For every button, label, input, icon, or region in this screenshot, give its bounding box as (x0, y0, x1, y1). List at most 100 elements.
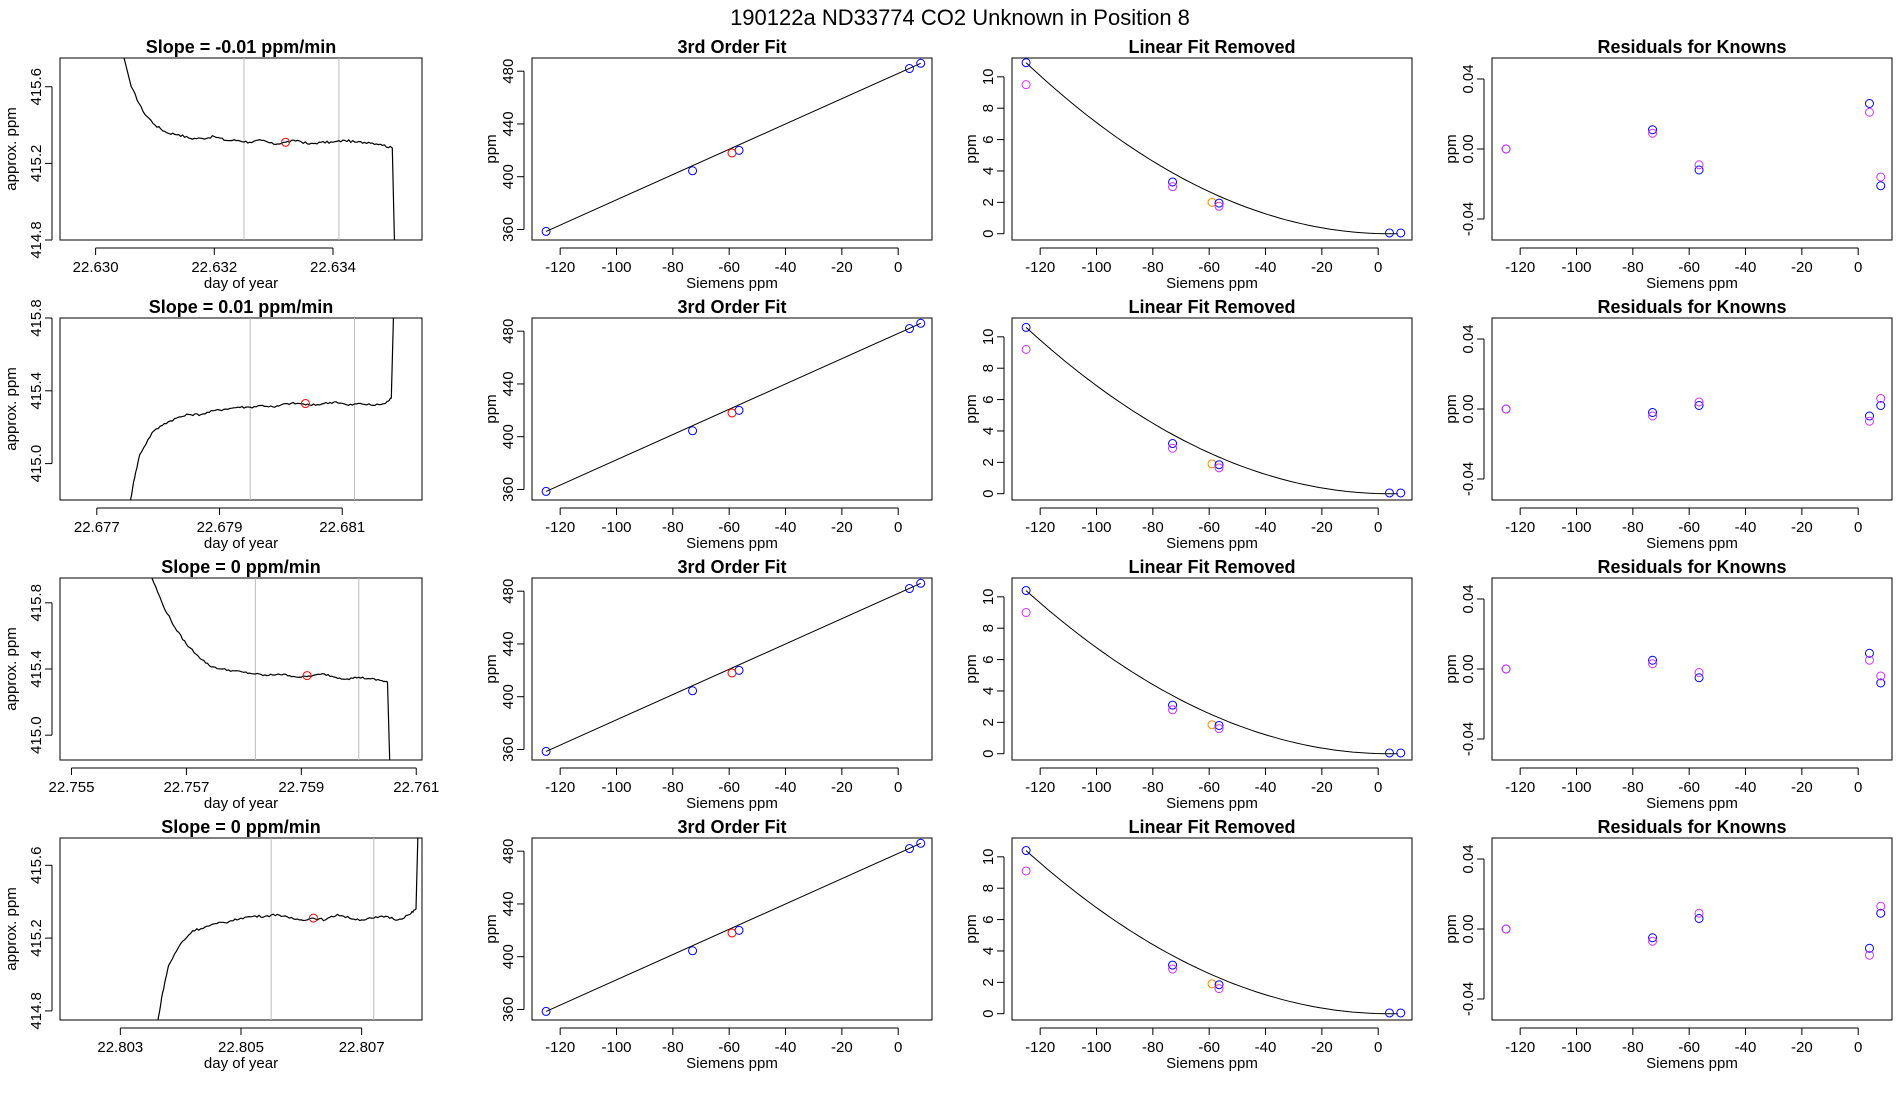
x-tick-label: 22.634 (310, 259, 356, 276)
unknown-mean-point (302, 671, 312, 681)
data-point (1876, 394, 1886, 403)
x-axis-label: Siemens ppm (1166, 1055, 1258, 1072)
panel-r2-c0: Slope = 0 ppm/min 22.755 22.757 22.759 22.76… (3, 557, 439, 812)
y-tick-label: 440 (500, 631, 517, 656)
x-tick-label: -60 (1198, 1039, 1220, 1056)
data-point (1021, 344, 1031, 354)
x-tick-label: -100 (1561, 1039, 1591, 1056)
y-tick-label: 4 (980, 427, 997, 435)
data-point (1168, 182, 1178, 192)
y-tick-label: -0.04 (1460, 202, 1477, 236)
y-tick-label: 0.04 (1460, 844, 1477, 873)
x-axis: -120 -100 -80 -60 -40 -20 0 (1025, 1027, 1382, 1056)
x-axis: -120 -100 -80 -60 -40 -20 0 (1025, 767, 1382, 796)
data-point (1396, 748, 1406, 758)
x-tick-label: -80 (1622, 779, 1644, 796)
panel-r0-c2: Linear Fit Removed -120 -100 -80 -60 -40 -20 0 S… (963, 37, 1413, 292)
plot-area (541, 578, 926, 756)
x-tick-label: 0 (894, 779, 902, 796)
x-tick-label: -120 (1505, 259, 1535, 276)
data-point (1876, 908, 1886, 918)
data-point (1168, 439, 1178, 449)
panel-r0-c1: 3rd Order Fit -120 -100 -80 -60 -40 -20 0 Siemen… (483, 37, 933, 292)
y-tick-label: 415.8 (28, 299, 45, 337)
x-tick-label: -20 (1311, 1039, 1333, 1056)
y-tick-label: 415.2 (28, 145, 45, 183)
x-tick-label: -20 (831, 779, 853, 796)
data-point (1021, 866, 1031, 876)
x-tick-label: 22.807 (339, 1039, 385, 1056)
data-point (1648, 655, 1658, 665)
x-axis-label: Siemens ppm (1646, 1055, 1738, 1072)
x-axis-label: Siemens ppm (686, 795, 778, 812)
y-axis-label: ppm (963, 914, 980, 943)
x-tick-label: -40 (775, 259, 797, 276)
x-tick-label: -80 (1622, 259, 1644, 276)
x-tick-label: -100 (601, 779, 631, 796)
fit-curve (545, 322, 921, 492)
y-tick-label: 415.6 (28, 68, 45, 106)
y-tick-label: 440 (500, 111, 517, 136)
plot-area (541, 58, 926, 236)
x-tick-label: -20 (831, 259, 853, 276)
y-axis: 0 2 4 6 8 10 (980, 68, 1005, 238)
data-point (1864, 411, 1874, 421)
x-tick-label: 22.677 (74, 519, 120, 536)
data-point (1648, 128, 1658, 138)
y-tick-label: 8 (980, 624, 997, 632)
y-axis-label: ppm (1443, 914, 1460, 943)
y-tick-label: 480 (500, 59, 517, 84)
x-tick-label: -40 (1735, 1039, 1757, 1056)
y-axis-label: approx. ppm (3, 107, 20, 190)
data-point (1864, 99, 1874, 108)
data-point (1168, 960, 1178, 970)
analyzer-trace (157, 838, 419, 1020)
plot-frame (531, 837, 933, 1021)
plot-frame (59, 57, 423, 241)
y-tick-label: 6 (980, 655, 997, 663)
plot-frame (531, 57, 933, 241)
panel-r1-c0: Slope = 0.01 ppm/min 22.677 22.679 22.681 da… (3, 297, 423, 552)
data-point (1396, 488, 1406, 498)
x-axis-label: Siemens ppm (1646, 535, 1738, 552)
data-point (1021, 586, 1031, 596)
y-axis: -0.04 0.00 0.04 (1460, 584, 1485, 756)
y-axis: -0.04 0.00 0.04 (1460, 324, 1485, 496)
y-tick-label: 440 (500, 891, 517, 916)
x-tick-label: -100 (601, 259, 631, 276)
x-tick-label: -60 (718, 519, 740, 536)
data-point (916, 838, 926, 848)
data-point (1021, 58, 1031, 68)
data-point (1384, 748, 1394, 758)
x-tick-label: -20 (1791, 259, 1813, 276)
unknown-mean-point (281, 137, 291, 147)
y-axis-label: approx. ppm (3, 367, 20, 450)
x-tick-label: 22.759 (278, 779, 324, 796)
x-axis: -120 -100 -80 -60 -40 -20 0 (1505, 507, 1862, 536)
data-point (1214, 201, 1224, 211)
data-point (1501, 404, 1511, 414)
plot-area (157, 838, 419, 1020)
panel-title: Linear Fit Removed (1128, 817, 1295, 837)
x-tick-label: 0 (1854, 1039, 1862, 1056)
x-axis: 22.630 22.632 22.634 (73, 247, 356, 276)
data-point (1876, 401, 1886, 410)
data-point (1648, 125, 1658, 135)
y-tick-label: 0.04 (1460, 584, 1477, 613)
panel-title: Residuals for Knowns (1597, 817, 1786, 837)
panel-r2-c3: Residuals for Knowns -120 -100 -80 -60 -40 -20… (1443, 557, 1893, 812)
x-axis-label: day of year (204, 535, 278, 552)
plot-area (1021, 322, 1406, 498)
x-tick-label: 22.761 (393, 779, 439, 796)
data-point (727, 668, 737, 678)
data-point (1694, 160, 1704, 170)
data-point (1168, 705, 1178, 715)
x-axis: -120 -100 -80 -60 -40 -20 0 (545, 767, 902, 796)
plot-area (151, 578, 391, 760)
y-tick-label: 4 (980, 687, 997, 695)
x-tick-label: 0 (1854, 519, 1862, 536)
data-point (1864, 107, 1874, 117)
plot-area (541, 318, 926, 496)
panel-r1-c1: 3rd Order Fit -120 -100 -80 -60 -40 -20 0 Siemen… (483, 297, 933, 552)
x-tick-label: -40 (775, 779, 797, 796)
